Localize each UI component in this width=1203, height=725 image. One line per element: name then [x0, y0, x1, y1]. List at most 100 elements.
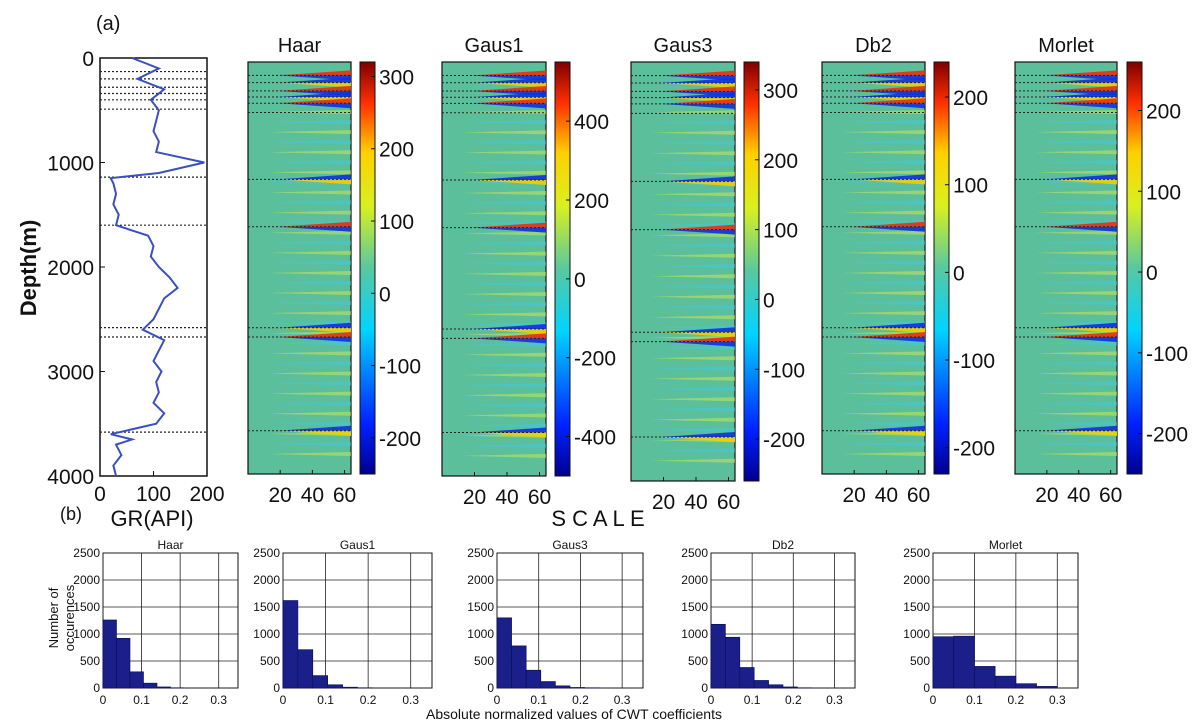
gr-tick-label: 200 [189, 483, 224, 506]
coefficient-lobe [1045, 226, 1117, 232]
hist-ytick-label: 500 [688, 654, 708, 668]
colorbar-tick-label: 400 [574, 111, 609, 134]
coefficient-lobe [852, 82, 925, 88]
panel-label-a: (a) [96, 13, 120, 35]
scalogram-stripe [1035, 250, 1117, 255]
coefficient-lobe [661, 70, 735, 76]
hist-xtick-label: 0 [494, 693, 501, 707]
colorbar-tick-label: 100 [1146, 181, 1181, 204]
colorbar-tick-label: -100 [763, 359, 805, 382]
scalogram-stripe [462, 393, 546, 398]
scalogram-stripe [842, 240, 925, 245]
coefficient-lobe [472, 103, 546, 109]
scalogram-stripe [651, 356, 735, 361]
hist-ytick-label: 1500 [73, 600, 100, 614]
hist-ytick-label: 2000 [467, 573, 494, 587]
scalogram-stripe [462, 241, 546, 246]
scalogram-stripe [842, 391, 925, 396]
scalogram-stripe [268, 140, 351, 145]
hist-xtick-label: 0.3 [402, 693, 419, 707]
coefficient-lobe [278, 82, 351, 88]
scalogram-title: Morlet [1038, 35, 1094, 57]
coefficient-lobe [852, 174, 925, 180]
scalogram-stripe [268, 451, 351, 456]
coefficient-lobe [1045, 174, 1117, 180]
scalogram-stripe [651, 315, 735, 320]
scalogram-stripe [1035, 210, 1117, 215]
histogram-bar [753, 680, 769, 689]
scalogram-stripe [651, 243, 735, 248]
scalogram-stripe [651, 110, 735, 115]
scale-tick-label: 40 [875, 484, 898, 507]
hist-ylabel-line1: Number of [46, 587, 61, 648]
coefficient-lobe [1045, 77, 1117, 83]
histogram-bar [143, 682, 158, 689]
colorbar-tick-label: 300 [379, 66, 414, 89]
depth-tick-label: 2000 [47, 257, 94, 280]
scalogram-stripe [462, 231, 546, 236]
colorbar [359, 61, 376, 475]
coefficient-lobe [1045, 337, 1117, 343]
scalogram-stripe [1035, 311, 1117, 316]
coefficient-lobe [472, 427, 546, 433]
coefficient-lobe [852, 430, 925, 436]
scalogram-stripe [842, 281, 925, 285]
scalogram-stripe [462, 140, 546, 145]
coefficient-lobe [472, 85, 546, 91]
coefficient-lobe [278, 77, 351, 83]
scalogram-stripe [651, 346, 735, 350]
scalogram-stripe [1035, 371, 1117, 376]
scalogram-stripe [842, 371, 925, 376]
scalogram-stripe [462, 130, 546, 135]
scalogram-stripe [1035, 411, 1117, 416]
scalogram-stripe [842, 160, 925, 165]
coefficient-lobe [472, 70, 546, 76]
scalogram-stripe [842, 270, 925, 275]
scalogram-stripe [1035, 160, 1117, 165]
hist-ytick-label: 0 [487, 681, 494, 695]
scalogram-stripe [651, 212, 735, 217]
coefficient-histograms: 0 500 1000 1500 2000 2500 0 0.1 0.2 0.3 Haar 0 500 10… [73, 538, 1079, 707]
scalogram-stripe [1035, 421, 1117, 426]
scalogram-stripe [842, 170, 925, 175]
scalogram-stripe [842, 451, 925, 456]
scale-axis-label: S C A L E [551, 506, 644, 531]
scalogram-stripe [651, 407, 735, 412]
scalogram-stripe [268, 281, 351, 285]
scalogram-stripe [268, 250, 351, 255]
histogram-bar [156, 686, 171, 689]
hist-xtick-label: 0.3 [1049, 693, 1066, 707]
histogram-bar [129, 671, 144, 689]
scalogram-stripe [842, 120, 925, 125]
coefficient-lobe [278, 70, 351, 76]
coefficient-lobe [852, 327, 925, 333]
hist-ytick-label: 1500 [253, 600, 280, 614]
coefficient-lobe [852, 221, 925, 227]
hist-xtick-label: 0.3 [826, 693, 843, 707]
scalogram-stripe [268, 270, 351, 275]
scalogram-stripe [651, 294, 735, 299]
scalogram-stripe [462, 251, 546, 256]
scale-tick-label: 60 [907, 484, 930, 507]
scalogram-stripe [268, 150, 351, 155]
scalogram-stripe [268, 130, 351, 135]
scalogram-stripe [462, 362, 546, 367]
colorbar-tick-label: 0 [1146, 262, 1158, 285]
hist-ytick-label: 2500 [681, 546, 708, 560]
scalogram-stripe [1035, 281, 1117, 285]
scale-tick-label: 60 [1099, 484, 1122, 507]
histogram-bar [739, 667, 755, 689]
scalogram-stripe [462, 443, 546, 448]
hist-xtick-label: 0.1 [966, 693, 983, 707]
colorbar-tick-label: 200 [574, 190, 609, 213]
coefficient-lobe [661, 181, 735, 187]
scalogram-title: Haar [278, 35, 322, 57]
scalogram-stripe [462, 312, 546, 317]
coefficient-lobe [472, 324, 546, 330]
scalogram-stripe [268, 301, 351, 306]
scalogram-stripe [462, 352, 546, 357]
scale-tick-label: 60 [717, 491, 740, 514]
hist-xtick-label: 0.2 [360, 693, 377, 707]
scalogram-stripe [268, 411, 351, 416]
coefficient-lobe [278, 103, 351, 109]
